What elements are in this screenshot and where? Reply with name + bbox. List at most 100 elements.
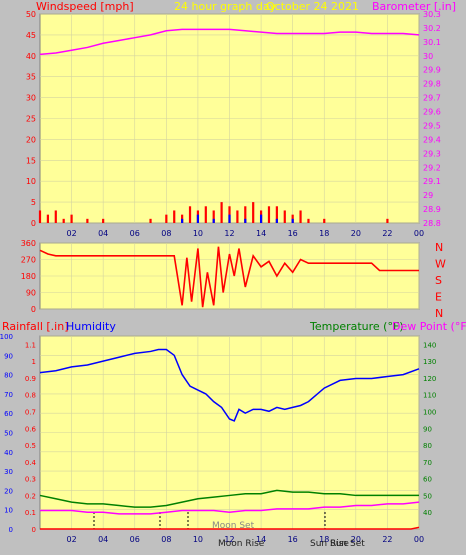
dewpoint-series-line bbox=[40, 501, 420, 515]
y-tick-label: 40 bbox=[4, 449, 13, 457]
y-tick-label: 29.2 bbox=[423, 163, 441, 172]
y-tick-label: 30.2 bbox=[423, 24, 441, 33]
x-tick-label: 00 bbox=[414, 535, 424, 544]
y-tick-label: 270 bbox=[21, 256, 36, 265]
y-tick-label: 1.1 bbox=[25, 341, 36, 349]
y-tick-label: 0.8 bbox=[25, 392, 36, 400]
humidity-series-line bbox=[39, 348, 420, 422]
y-tick-label: 0 bbox=[9, 526, 13, 534]
y-tick-label: 60 bbox=[423, 476, 432, 484]
x-tick-label: 20 bbox=[351, 229, 361, 238]
x-tick-label: 22 bbox=[382, 535, 392, 544]
y-tick-label: 29.5 bbox=[423, 121, 441, 130]
y-tick-label: 20 bbox=[26, 135, 36, 144]
humidity-axis-label: Humidity bbox=[66, 320, 116, 333]
y-tick-label: 30.1 bbox=[423, 38, 441, 47]
y-tick-label: 90 bbox=[4, 352, 13, 360]
direction-label: S bbox=[435, 274, 442, 287]
y-tick-label: 35 bbox=[26, 73, 36, 82]
y-tick-label: 15 bbox=[26, 156, 36, 165]
y-tick-label: 0.9 bbox=[25, 375, 36, 383]
moon-rise-label: Moon Rise bbox=[218, 539, 265, 549]
y-tick-label: 90 bbox=[26, 289, 36, 298]
x-tick-label: 22 bbox=[382, 229, 392, 238]
y-tick-label: 29.1 bbox=[423, 177, 441, 186]
y-tick-label: 360 bbox=[21, 239, 36, 248]
x-tick-label: 12 bbox=[224, 535, 234, 544]
y-tick-label: 25 bbox=[26, 115, 36, 124]
barometer-axis-label: Barometer [.in] bbox=[372, 0, 456, 13]
y-tick-label: 180 bbox=[21, 272, 36, 281]
windspeed-axis-label: Windspeed [mph] bbox=[36, 0, 134, 13]
y-tick-label: 29.8 bbox=[423, 80, 441, 89]
y-tick-label: 29.6 bbox=[423, 108, 441, 117]
barometer-series-line bbox=[39, 28, 420, 56]
graph-title: 24 hour graph day bbox=[174, 0, 277, 13]
y-tick-label: 110 bbox=[423, 392, 436, 400]
y-tick-label: 50 bbox=[4, 430, 13, 438]
y-tick-label: 0.2 bbox=[25, 492, 36, 500]
x-tick-label: 02 bbox=[66, 229, 76, 238]
temperature-axis-label: Temperature (°F) bbox=[309, 320, 404, 333]
y-tick-label: 10 bbox=[26, 177, 36, 186]
y-tick-label: 29.3 bbox=[423, 149, 441, 158]
y-tick-label: 0.1 bbox=[25, 509, 36, 517]
y-tick-label: 28.9 bbox=[423, 205, 441, 214]
y-tick-label: 80 bbox=[423, 442, 432, 450]
moon-set-label: Moon Set bbox=[212, 521, 255, 531]
graph-date: October 24 2021 bbox=[266, 0, 359, 13]
y-tick-label: 30 bbox=[26, 94, 36, 103]
y-tick-label: 0.6 bbox=[25, 425, 37, 433]
x-tick-label: 04 bbox=[98, 229, 108, 238]
direction-label: E bbox=[435, 291, 442, 304]
x-tick-label: 14 bbox=[256, 229, 266, 238]
x-tick-label: 06 bbox=[130, 229, 140, 238]
y-tick-label: 50 bbox=[26, 10, 36, 19]
wind-direction-series-line bbox=[39, 246, 419, 308]
dewpoint-axis-label: Dew Point (°F) bbox=[392, 320, 466, 333]
y-tick-label: 5 bbox=[31, 198, 36, 207]
x-tick-label: 16 bbox=[288, 535, 298, 544]
y-tick-label: 40 bbox=[423, 509, 432, 517]
y-tick-label: 29.4 bbox=[423, 135, 441, 144]
direction-label: W bbox=[435, 258, 446, 271]
x-tick-label: 06 bbox=[130, 535, 140, 544]
y-tick-label: 30 bbox=[4, 468, 13, 476]
y-tick-label: 130 bbox=[423, 358, 436, 366]
y-tick-label: 29.9 bbox=[423, 66, 441, 75]
y-tick-label: 28.8 bbox=[423, 219, 441, 228]
x-tick-label: 00 bbox=[414, 229, 424, 238]
x-tick-label: 04 bbox=[98, 535, 108, 544]
y-tick-label: 120 bbox=[423, 375, 436, 383]
x-tick-label: 02 bbox=[66, 535, 76, 544]
y-tick-label: 70 bbox=[4, 391, 13, 399]
rainfall-series-line bbox=[40, 526, 420, 530]
x-tick-label: 12 bbox=[224, 229, 234, 238]
y-tick-label: 0 bbox=[31, 219, 36, 228]
rainfall-axis-label: Rainfall [.in] bbox=[2, 320, 69, 333]
y-tick-label: 45 bbox=[26, 31, 36, 40]
y-tick-label: 20 bbox=[4, 487, 13, 495]
y-tick-label: 30 bbox=[423, 52, 433, 61]
x-tick-label: 08 bbox=[161, 535, 171, 544]
x-tick-label: 10 bbox=[193, 229, 203, 238]
y-tick-label: 100 bbox=[423, 409, 436, 417]
y-tick-label: 140 bbox=[423, 341, 436, 349]
y-tick-label: 0.5 bbox=[25, 442, 36, 450]
x-tick-label: 20 bbox=[351, 535, 361, 544]
y-tick-label: 29 bbox=[423, 191, 433, 200]
x-tick-label: 14 bbox=[256, 535, 266, 544]
x-tick-label: 18 bbox=[319, 229, 329, 238]
y-tick-label: 0.3 bbox=[25, 476, 36, 484]
y-tick-label: 40 bbox=[26, 52, 36, 61]
temperature-series-line bbox=[39, 489, 419, 508]
sun-set-label: Sun Set bbox=[330, 539, 365, 549]
direction-label: N bbox=[435, 307, 443, 320]
y-tick-label: 29.7 bbox=[423, 94, 441, 103]
y-tick-label: 60 bbox=[4, 410, 13, 418]
y-tick-label: 1 bbox=[32, 358, 36, 366]
x-tick-label: 08 bbox=[161, 229, 171, 238]
y-tick-label: 0 bbox=[32, 526, 36, 534]
